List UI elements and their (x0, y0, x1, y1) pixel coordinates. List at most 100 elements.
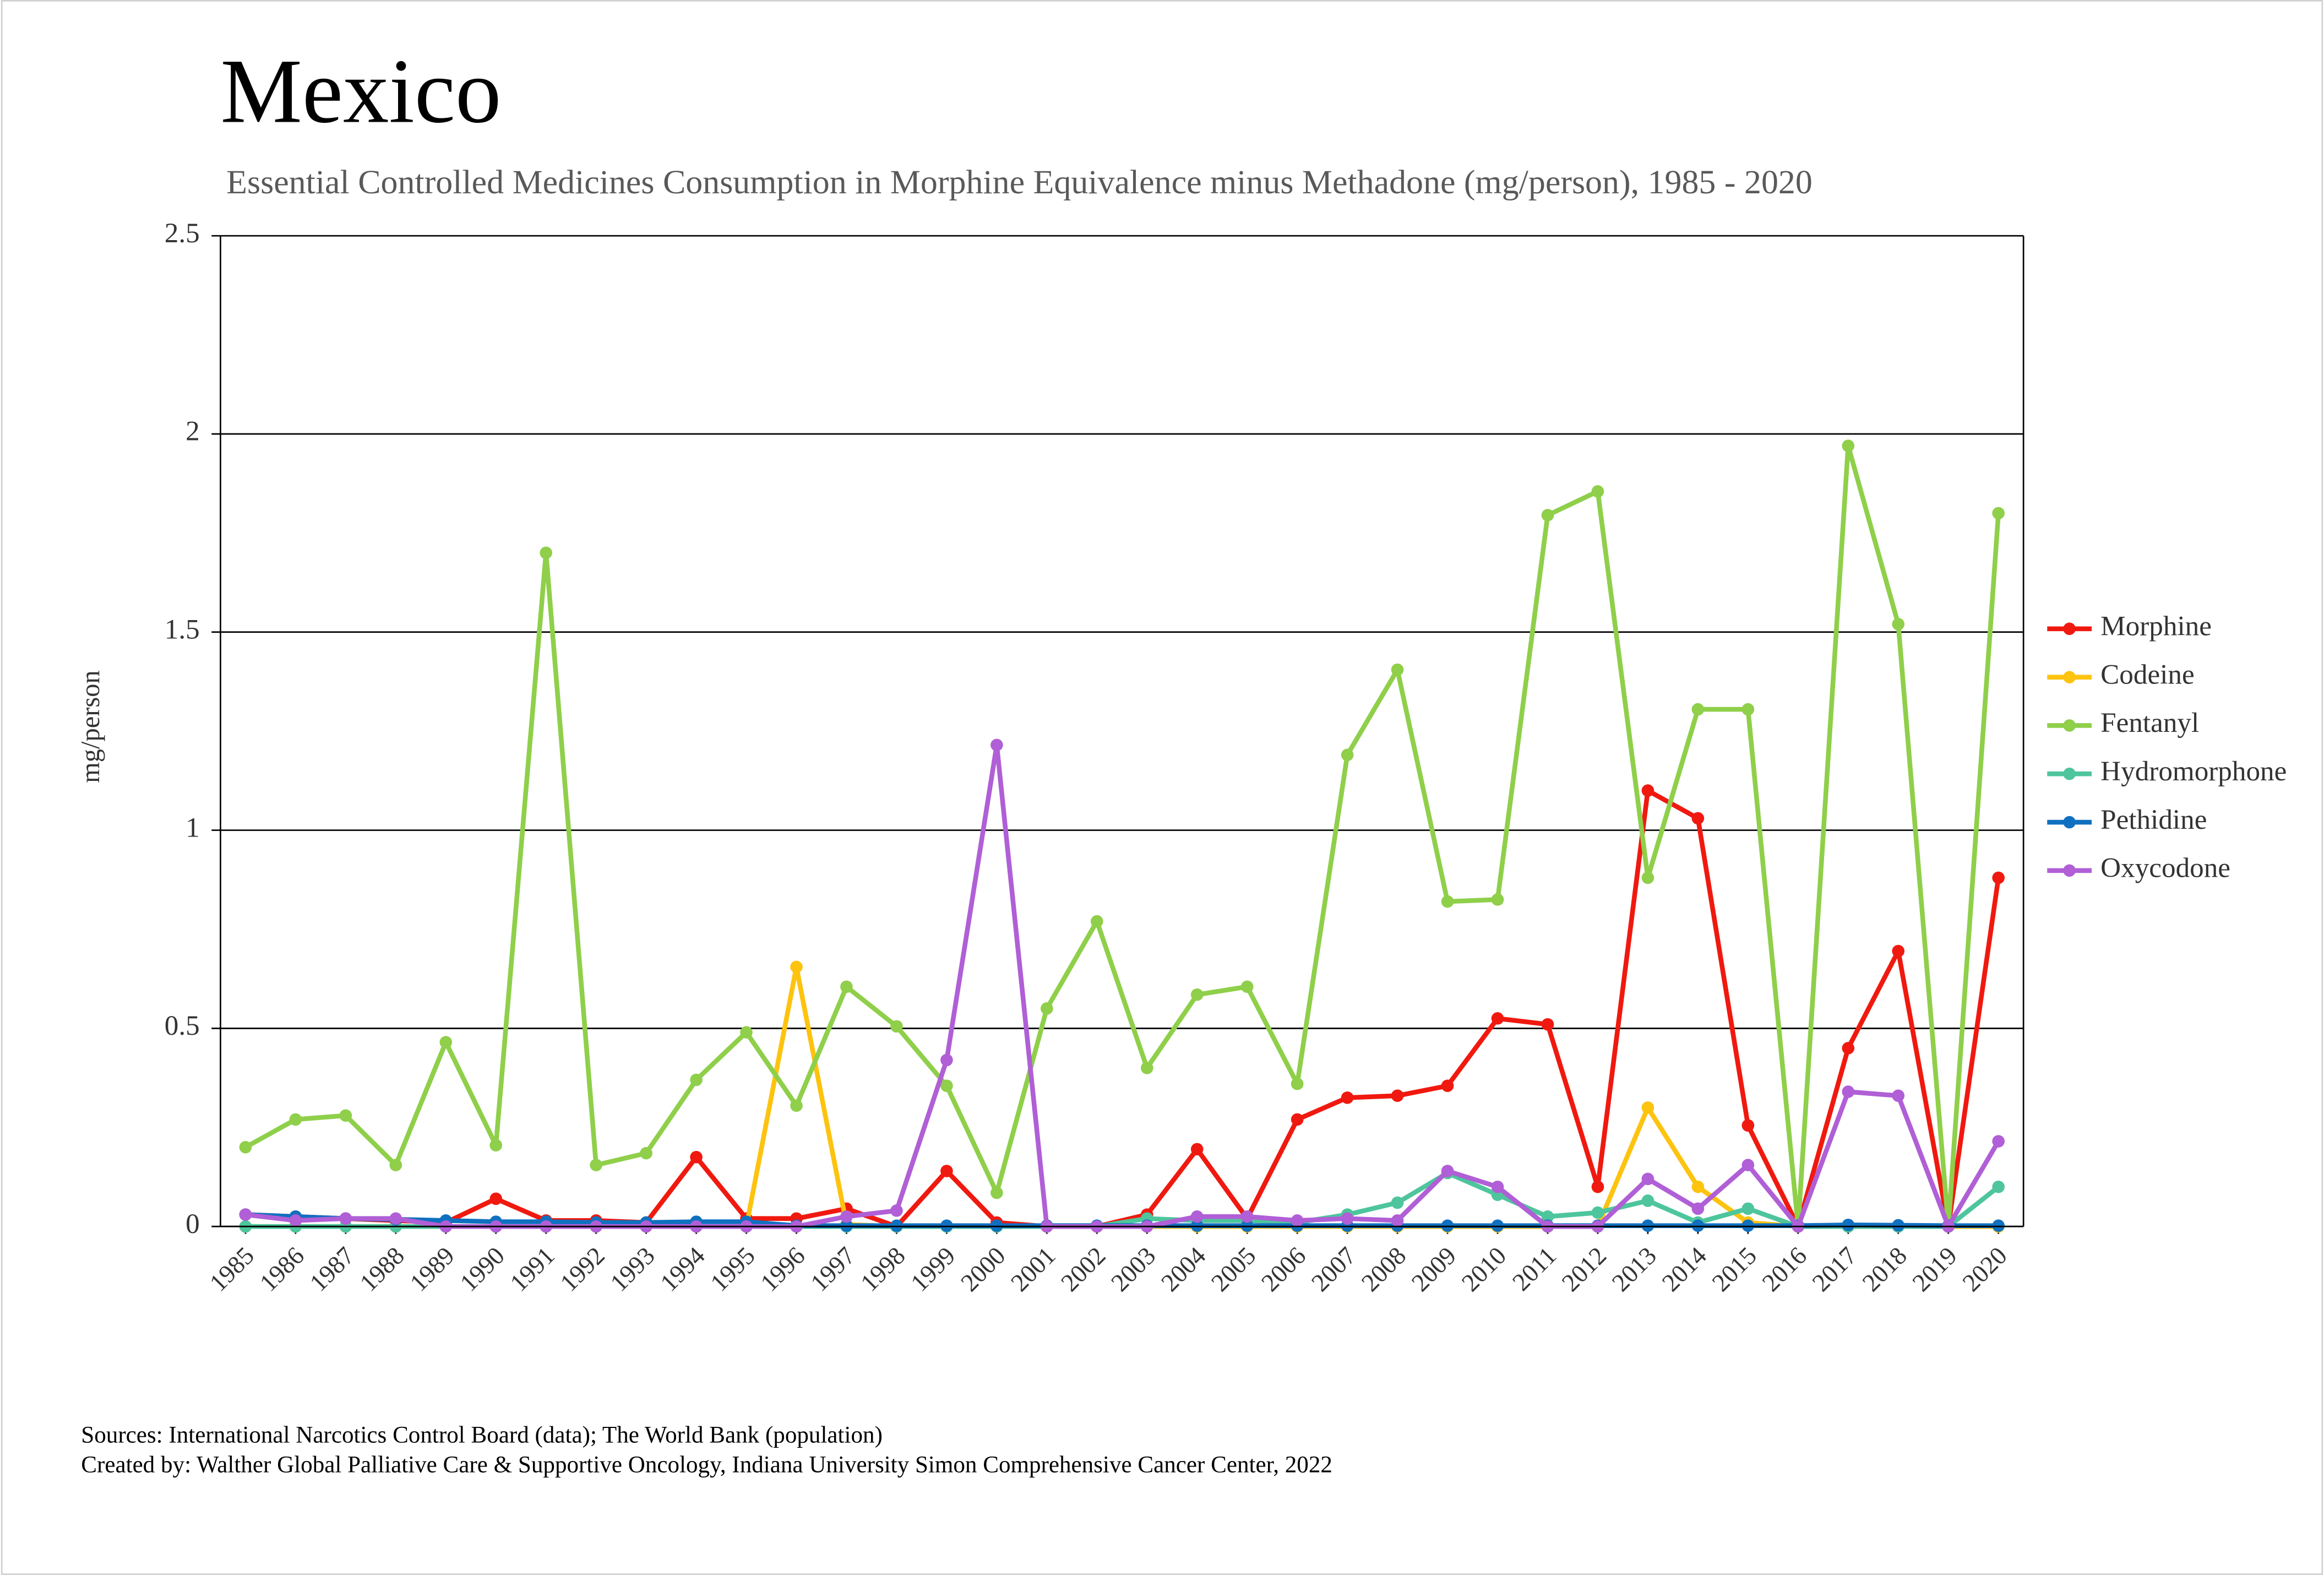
data-point (1341, 1091, 1354, 1104)
chart-subtitle: Essential Controlled Medicines Consumpti… (226, 164, 1813, 201)
data-point (890, 1020, 903, 1033)
data-point (1441, 1165, 1454, 1177)
data-point (1190, 1219, 1204, 1232)
legend-marker (2063, 622, 2076, 636)
data-point (1140, 1061, 1153, 1074)
data-point (1992, 1180, 2005, 1193)
data-point (1992, 1135, 2005, 1148)
data-point (1892, 618, 1905, 631)
data-point (289, 1214, 302, 1227)
data-point (1541, 1018, 1554, 1031)
data-point (1641, 1172, 1654, 1186)
data-point (1691, 1202, 1705, 1215)
source-note: Sources: International Narcotics Control… (81, 1422, 883, 1448)
data-point (840, 980, 853, 993)
data-point (339, 1212, 352, 1225)
data-point (1090, 915, 1103, 928)
data-point (540, 546, 553, 560)
data-point (890, 1204, 903, 1217)
data-point (1641, 784, 1654, 797)
data-point (489, 1192, 503, 1205)
data-point (1741, 1119, 1755, 1132)
y-tick-label: 0.5 (165, 1010, 200, 1041)
data-point (1391, 1214, 1404, 1227)
data-point (1291, 1113, 1304, 1126)
data-point (1641, 1219, 1654, 1232)
y-tick-label: 0 (186, 1208, 200, 1240)
legend-label: Fentanyl (2100, 707, 2199, 738)
data-point (1341, 748, 1354, 762)
data-point (1992, 871, 2005, 884)
data-point (1691, 1180, 1705, 1193)
legend-label: Morphine (2100, 611, 2212, 642)
legend-marker (2063, 767, 2076, 780)
series-line (244, 443, 2001, 1229)
data-point (389, 1212, 402, 1225)
data-point (1190, 1210, 1204, 1223)
data-point (339, 1109, 352, 1122)
data-point (1641, 1194, 1654, 1207)
data-point (1240, 1219, 1254, 1232)
data-point (690, 1073, 703, 1087)
data-point (1992, 507, 2005, 520)
y-tick-label: 1 (186, 812, 200, 843)
y-tick-label: 2.5 (165, 218, 200, 249)
data-point (1291, 1214, 1304, 1227)
data-point (1691, 703, 1705, 716)
data-point (1591, 1206, 1604, 1219)
data-point (1391, 1196, 1404, 1209)
data-point (1892, 1219, 1905, 1232)
data-point (790, 1099, 803, 1112)
data-point (1842, 1218, 1855, 1231)
data-point (1190, 988, 1204, 1001)
data-point (1842, 1042, 1855, 1055)
data-point (1741, 1202, 1755, 1215)
data-point (1992, 1219, 2005, 1232)
data-point (1842, 439, 1855, 452)
data-point (1741, 1159, 1755, 1171)
data-point (1441, 1219, 1454, 1232)
data-point (239, 1208, 252, 1221)
legend-marker (2063, 816, 2076, 829)
data-point (890, 1219, 903, 1232)
legend-marker (2063, 671, 2076, 683)
data-point (489, 1139, 503, 1152)
data-point (690, 1150, 703, 1164)
data-point (1391, 663, 1404, 676)
chart-title: Mexico (220, 40, 501, 142)
data-point (1441, 895, 1454, 908)
data-point (940, 1219, 953, 1232)
data-point (590, 1159, 602, 1171)
data-point (1741, 1219, 1755, 1232)
data-point (1041, 1002, 1053, 1015)
data-point (940, 1053, 953, 1067)
data-point (840, 1219, 853, 1232)
data-point (1391, 1089, 1404, 1102)
legend-label: Codeine (2100, 659, 2194, 690)
data-point (1591, 1180, 1604, 1193)
legend-label: Hydromorphone (2100, 756, 2287, 787)
data-point (990, 1186, 1003, 1199)
y-tick-label: 1.5 (165, 614, 200, 645)
data-point (990, 738, 1003, 752)
data-point (1491, 1180, 1504, 1193)
data-point (790, 960, 803, 974)
data-point (640, 1147, 652, 1160)
data-point (239, 1140, 252, 1154)
data-point (940, 1165, 953, 1177)
legend-marker (2063, 864, 2076, 877)
data-point (740, 1026, 753, 1039)
data-point (1190, 1143, 1204, 1156)
data-point (439, 1036, 453, 1049)
data-point (1291, 1077, 1304, 1090)
y-axis-label: mg/person (76, 670, 105, 783)
legend-label: Oxycodone (2100, 852, 2230, 884)
data-point (1892, 944, 1905, 958)
legend-marker (2063, 719, 2076, 732)
data-point (940, 1079, 953, 1092)
data-point (1691, 1219, 1705, 1232)
data-point (389, 1159, 402, 1171)
y-tick-label: 2 (186, 416, 200, 447)
